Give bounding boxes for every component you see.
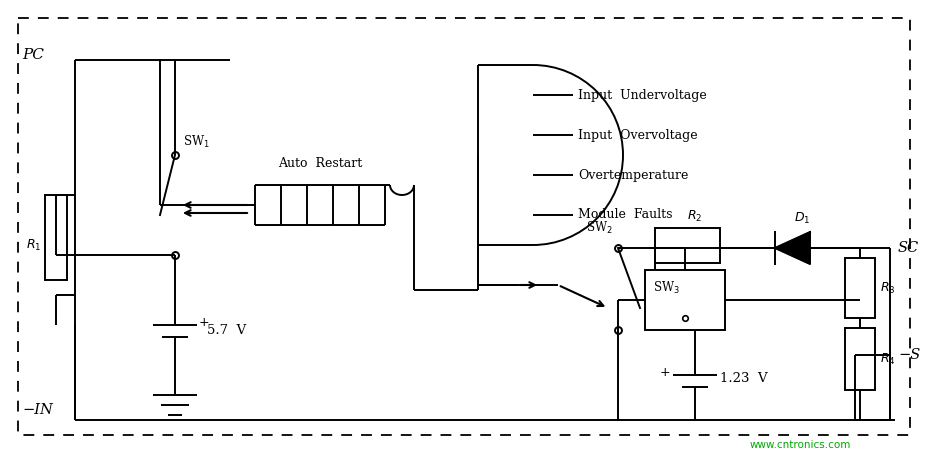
Text: $R_3$: $R_3$	[880, 281, 895, 296]
Polygon shape	[775, 232, 810, 264]
Bar	[845, 258, 875, 318]
Text: +: +	[199, 316, 209, 330]
Bar	[845, 328, 875, 390]
Text: SW$_2$: SW$_2$	[586, 220, 613, 236]
Text: −IN: −IN	[22, 403, 53, 417]
Bar	[655, 228, 720, 263]
Text: Overtemperature: Overtemperature	[578, 168, 688, 182]
Text: −S: −S	[898, 348, 920, 362]
Text: Input  Overvoltage: Input Overvoltage	[578, 128, 697, 142]
Bar	[45, 195, 67, 280]
Text: Auto  Restart: Auto Restart	[278, 157, 362, 170]
Text: $D_1$: $D_1$	[794, 211, 810, 226]
Text: 5.7  V: 5.7 V	[207, 324, 246, 336]
Text: +: +	[659, 366, 670, 380]
Text: $R_2$: $R_2$	[687, 209, 702, 224]
Text: Module  Faults: Module Faults	[578, 208, 672, 222]
Text: $R_1$: $R_1$	[26, 237, 41, 252]
Text: SC: SC	[898, 241, 920, 255]
Text: SW$_1$: SW$_1$	[183, 134, 209, 150]
Text: Input  Undervoltage: Input Undervoltage	[578, 89, 707, 102]
Bar	[645, 270, 725, 330]
Text: www.cntronics.com: www.cntronics.com	[750, 440, 851, 450]
Text: PC: PC	[22, 48, 44, 62]
Text: 1.23  V: 1.23 V	[720, 372, 768, 385]
Text: SW$_3$: SW$_3$	[653, 280, 680, 296]
Text: $R_4$: $R_4$	[880, 351, 895, 366]
